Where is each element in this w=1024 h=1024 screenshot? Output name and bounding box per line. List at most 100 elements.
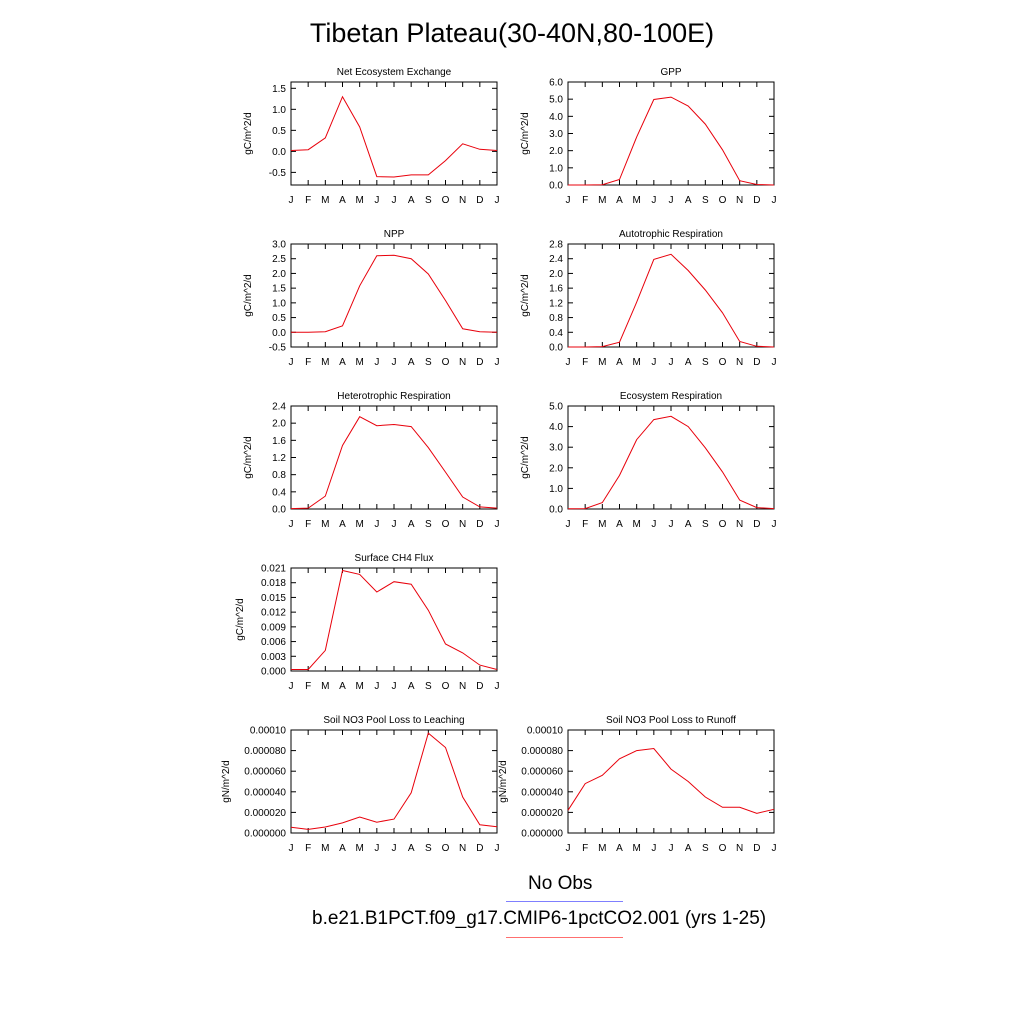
x-tick-label: A: [685, 195, 692, 206]
x-tick-label: D: [476, 357, 483, 368]
page-title: Tibetan Plateau(30-40N,80-100E): [309, 18, 715, 48]
x-tick-label: J: [495, 357, 500, 368]
x-tick-label: M: [321, 681, 329, 692]
x-tick-label: A: [685, 519, 692, 530]
y-tick-label: 5.0: [549, 95, 563, 106]
x-tick-label: O: [719, 519, 727, 530]
series-line: [567, 415, 775, 510]
y-tick-label: 2.0: [272, 419, 286, 430]
y-axis-label: gC/m^2/d: [520, 274, 531, 317]
x-tick-label: J: [392, 519, 397, 530]
x-tick-label: J: [651, 195, 656, 206]
y-axis-label: gN/m^2/d: [221, 760, 232, 803]
x-tick-label: D: [476, 681, 483, 692]
x-tick-label: M: [321, 357, 329, 368]
x-tick-label: J: [772, 843, 777, 854]
series-line: [568, 253, 775, 348]
x-tick-label: J: [392, 357, 397, 368]
panel-title: Net Ecosystem Exchange: [337, 67, 452, 78]
y-tick-label: 6.0: [549, 78, 563, 89]
x-tick-label: M: [355, 843, 363, 854]
x-tick-label: A: [408, 519, 415, 530]
x-tick-label: A: [685, 843, 692, 854]
x-tick-label: D: [753, 519, 760, 530]
y-tick-label: 0.5: [272, 126, 286, 137]
y-tick-label: 2.0: [549, 269, 563, 280]
plot-frame: [567, 729, 775, 834]
legend-label-obs: No Obs: [528, 873, 593, 894]
y-tick-label: 0.8: [272, 470, 286, 481]
x-tick-label: A: [408, 681, 415, 692]
panel-5: Heterotrophic Respiration 2.4 2.0 1.6 1.2 0.8…: [243, 391, 500, 530]
y-tick-label: 2.8: [549, 240, 563, 251]
x-tick-label: J: [374, 195, 379, 206]
y-tick-label: 0.0: [549, 181, 563, 192]
panel-title: Surface CH4 Flux: [355, 553, 434, 564]
panel-8: Soil NO3 Pool Loss to Leaching 0.00010 0.0…: [221, 715, 500, 854]
panel-title: GPP: [660, 67, 681, 78]
x-tick-label: M: [355, 519, 363, 530]
x-tick-label: J: [392, 681, 397, 692]
y-tick-label: 0.009: [261, 622, 286, 633]
panel-9: Soil NO3 Pool Loss to Runoff 0.00010 0.000…: [498, 715, 777, 854]
x-tick-label: A: [616, 519, 623, 530]
y-axis-label: gC/m^2/d: [235, 598, 246, 641]
y-tick-label: 1.0: [272, 298, 286, 309]
x-tick-label: M: [598, 195, 606, 206]
y-tick-label: 0.012: [261, 608, 286, 619]
x-tick-label: A: [339, 357, 346, 368]
x-tick-label: J: [495, 681, 500, 692]
y-tick-label: 2.5: [272, 254, 286, 265]
x-tick-label: D: [753, 357, 760, 368]
x-tick-label: O: [719, 843, 727, 854]
x-tick-label: N: [459, 357, 466, 368]
series-line: [290, 732, 498, 830]
y-tick-label: 1.6: [549, 284, 563, 295]
x-tick-label: S: [702, 843, 709, 854]
legend-line-obs: [506, 901, 623, 902]
y-tick-label: 0.000060: [244, 767, 286, 778]
x-tick-label: M: [598, 519, 606, 530]
y-tick-label: 1.2: [549, 298, 563, 309]
x-tick-label: A: [408, 843, 415, 854]
x-tick-label: J: [772, 519, 777, 530]
x-tick-label: M: [632, 357, 640, 368]
x-tick-label: J: [495, 843, 500, 854]
x-tick-label: A: [685, 357, 692, 368]
x-tick-label: J: [289, 519, 294, 530]
x-tick-label: S: [702, 357, 709, 368]
series-line: [291, 569, 498, 670]
x-tick-label: N: [736, 843, 743, 854]
legend-label-model: b.e21.B1PCT.f09_g17.CMIP6-1pctCO2.001 (y…: [312, 908, 767, 929]
series-line: [568, 96, 775, 186]
y-tick-label: 0.0: [549, 505, 563, 516]
x-tick-label: J: [566, 195, 571, 206]
x-tick-label: J: [374, 357, 379, 368]
y-axis-label: gC/m^2/d: [520, 436, 531, 479]
x-tick-label: S: [425, 519, 432, 530]
y-tick-label: 0.4: [272, 487, 286, 498]
x-tick-label: M: [598, 843, 606, 854]
x-tick-label: O: [719, 195, 727, 206]
x-tick-label: O: [442, 519, 450, 530]
x-tick-label: F: [582, 195, 588, 206]
x-tick-label: J: [669, 519, 674, 530]
x-tick-label: F: [305, 681, 311, 692]
x-tick-label: J: [772, 195, 777, 206]
x-tick-label: M: [355, 195, 363, 206]
y-tick-label: 1.0: [549, 484, 563, 495]
panel-6: Ecosystem Respiration5.04.03.02.01.00.0J…: [520, 391, 777, 530]
y-tick-label: 0.4: [549, 328, 563, 339]
y-tick-label: 0.018: [261, 578, 286, 589]
panel-title: Soil NO3 Pool Loss to Leaching: [323, 715, 464, 726]
x-tick-label: J: [566, 357, 571, 368]
x-tick-label: J: [651, 357, 656, 368]
x-tick-label: M: [321, 519, 329, 530]
x-tick-label: M: [321, 843, 329, 854]
y-tick-label: 0.000040: [521, 787, 563, 798]
x-tick-label: N: [736, 357, 743, 368]
x-tick-label: M: [632, 843, 640, 854]
